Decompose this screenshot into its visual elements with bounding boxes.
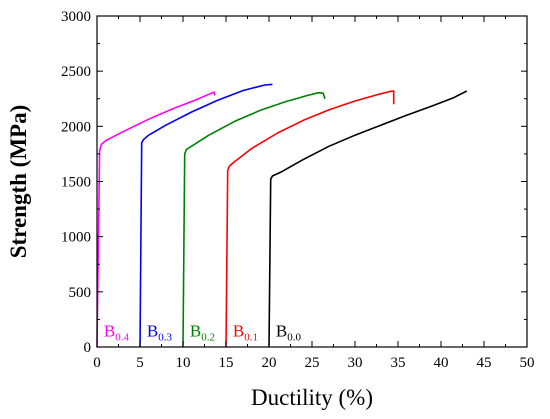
- x-tick-label: 45: [477, 355, 492, 371]
- x-tick-label: 30: [348, 355, 363, 371]
- series-line-0-2: [182, 91, 326, 348]
- x-tick-label: 10: [176, 355, 191, 371]
- y-axis-title: Strength (MPa): [6, 105, 31, 259]
- curve-label-0-1: B0.1: [233, 321, 258, 343]
- curve-label-0-0: B0.0: [276, 321, 302, 343]
- y-tick-label: 2000: [61, 119, 91, 135]
- x-axis-ticks: 0 5 10 15 20 25 30 35 40 45 50: [93, 16, 535, 371]
- y-tick-label: 500: [69, 285, 92, 301]
- y-tick-label: 1500: [61, 175, 91, 191]
- y-tick-label: 1000: [61, 230, 91, 246]
- y-axis-ticks: 0 500 1000 1500 2000 2500 3000: [61, 9, 527, 356]
- x-tick-label: 25: [305, 355, 320, 371]
- curve-label-0-3: B0.3: [147, 321, 173, 343]
- x-tick-label: 40: [434, 355, 449, 371]
- curve-label-0-2: B0.2: [190, 321, 215, 343]
- curve-labels: B0.4 B0.3 B0.2 B0.1 B0.0: [104, 321, 302, 343]
- curves-layer: [96, 83, 468, 348]
- x-tick-label: 15: [219, 355, 234, 371]
- series-line-0-4: [96, 91, 216, 348]
- series-line-0-1: [225, 90, 395, 348]
- curve-label-0-4: B0.4: [104, 321, 130, 343]
- x-tick-label: 35: [391, 355, 406, 371]
- x-tick-label: 5: [136, 355, 144, 371]
- y-tick-label: 2500: [61, 64, 91, 80]
- x-tick-label: 0: [93, 355, 101, 371]
- x-tick-label: 50: [520, 355, 535, 371]
- x-tick-label: 20: [262, 355, 277, 371]
- y-tick-label: 0: [84, 340, 92, 356]
- plot-frame: [96, 15, 528, 348]
- series-line-0-3: [139, 83, 273, 348]
- x-axis-title: Ductility (%): [251, 385, 373, 410]
- series-line-0-0: [268, 90, 468, 348]
- y-tick-label: 3000: [61, 9, 91, 25]
